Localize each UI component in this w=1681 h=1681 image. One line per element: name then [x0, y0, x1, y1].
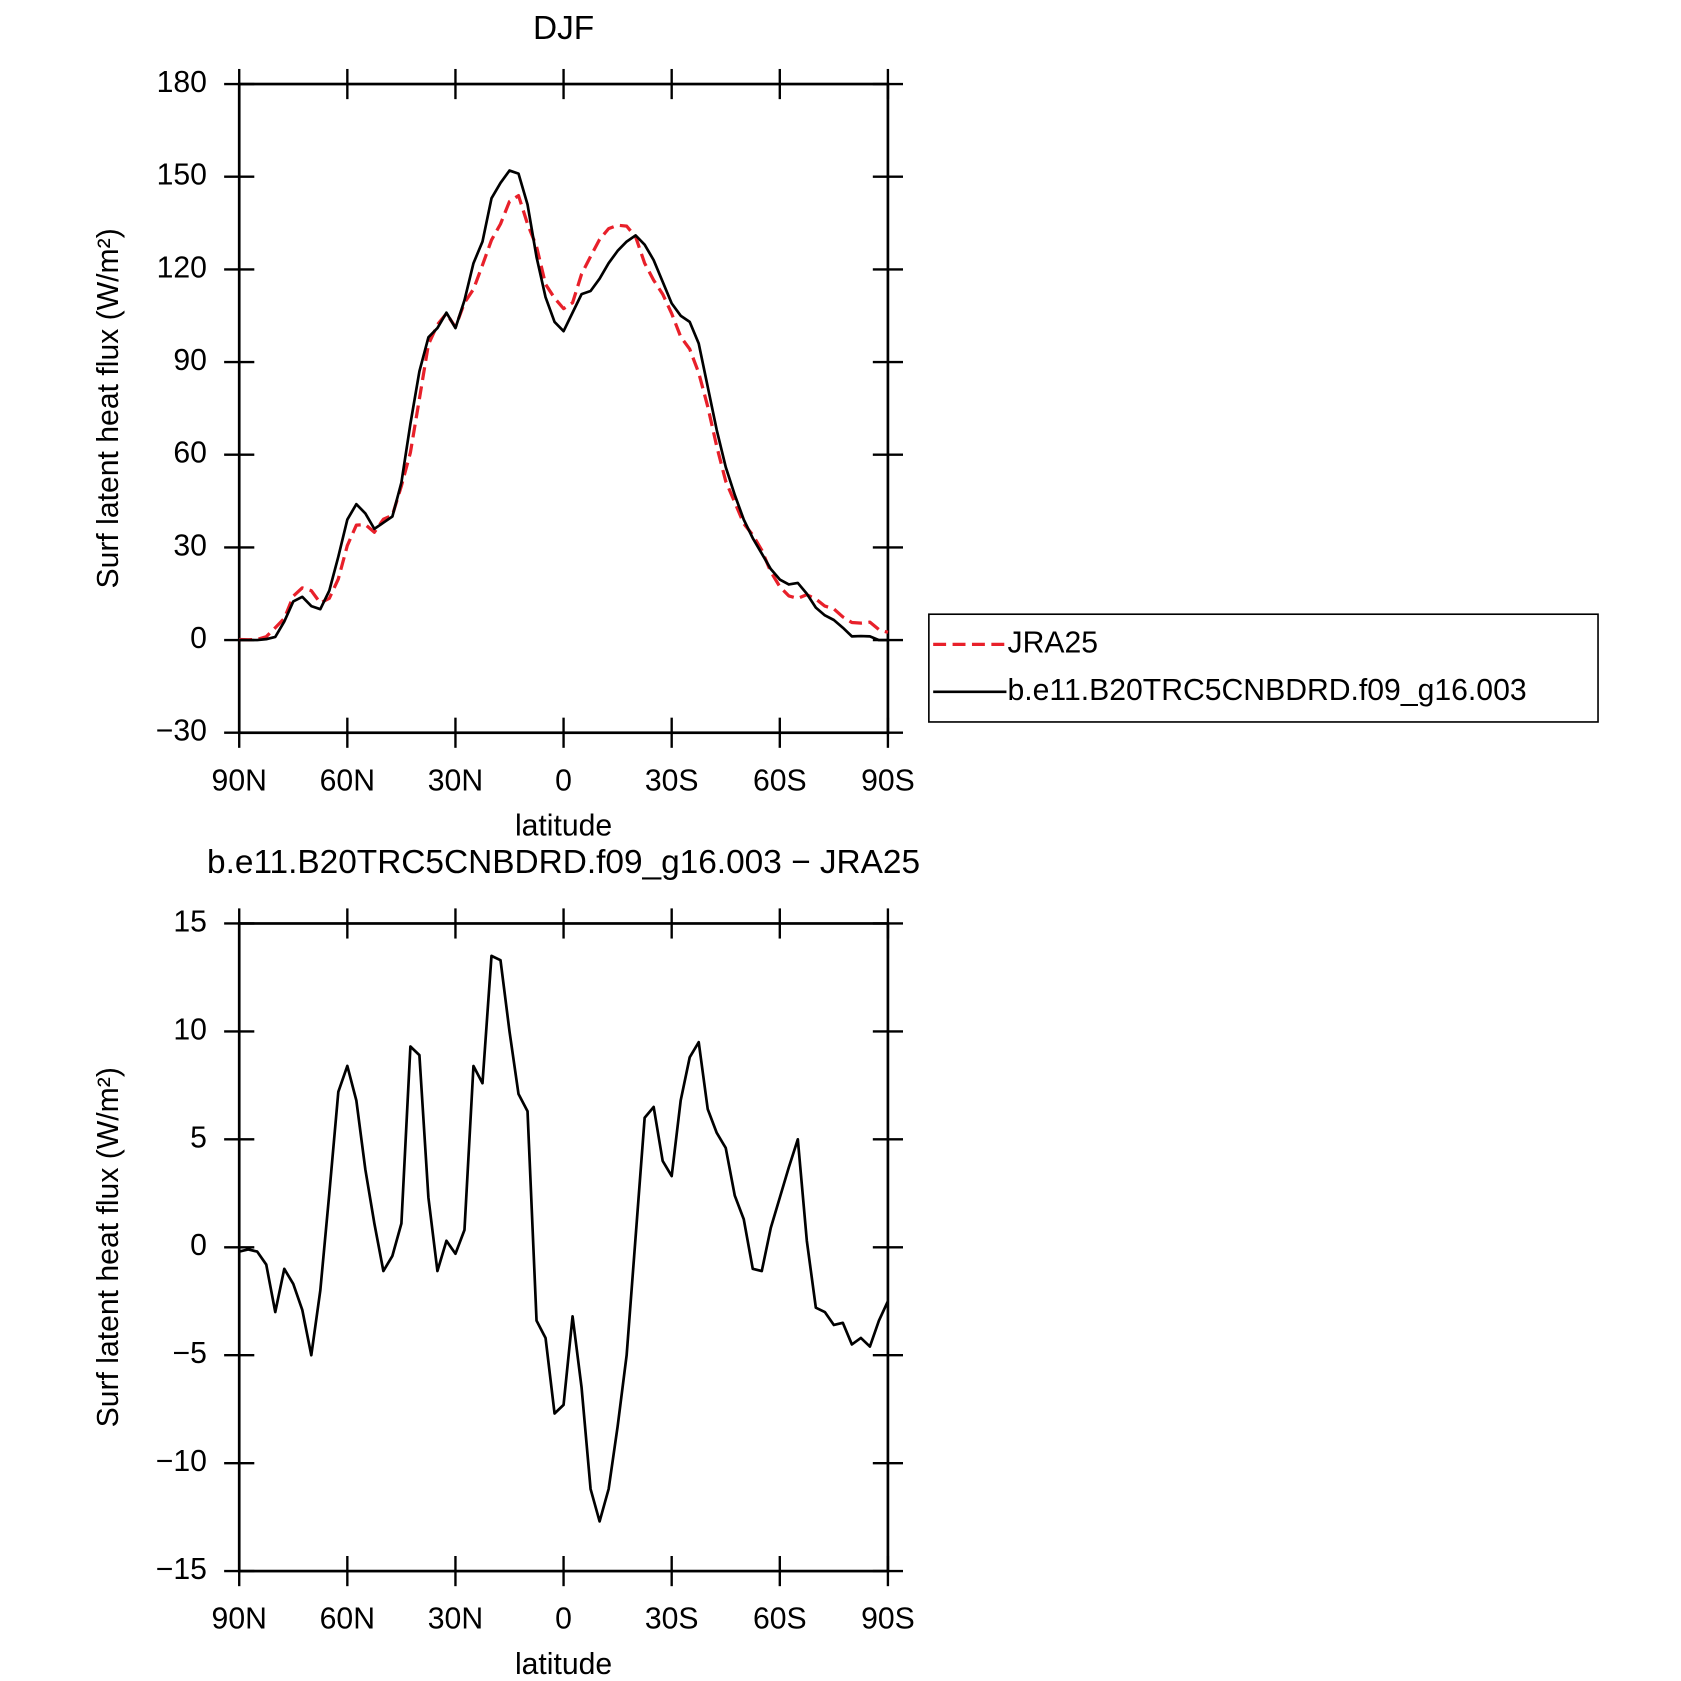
y-tick-label: 30 [173, 529, 207, 562]
legend-label: JRA25 [1008, 626, 1099, 659]
x-tick-label: 60N [320, 764, 375, 797]
y-tick-label: −5 [173, 1337, 207, 1370]
x-tick-label: 30S [645, 764, 699, 797]
y-tick-label: 0 [190, 1229, 207, 1262]
y-tick-label: 5 [190, 1121, 207, 1154]
plot-frame [237, 82, 890, 735]
y-axis-label: Surf latent heat flux (W/m²) [92, 1067, 125, 1427]
x-tick-label: 90S [861, 1603, 915, 1636]
y-tick-label: 180 [157, 66, 207, 99]
y-tick-label: −10 [156, 1445, 207, 1478]
y-tick-label: 150 [157, 159, 207, 192]
x-tick-label: 30S [645, 1603, 699, 1636]
x-tick-label: 0 [555, 1603, 572, 1636]
legend-label: b.e11.B20TRC5CNBDRD.f09_g16.003 [1008, 674, 1527, 707]
x-tick-label: 90N [212, 764, 267, 797]
x-tick-label: 0 [555, 764, 572, 797]
x-axis-label: latitude [515, 810, 612, 843]
data-line [239, 169, 888, 642]
y-tick-label: 15 [173, 905, 207, 938]
x-tick-label: 60S [753, 764, 807, 797]
x-tick-label: 30N [428, 764, 483, 797]
x-tick-label: 90N [212, 1603, 267, 1636]
y-tick-label: 120 [157, 251, 207, 284]
legend-box [928, 613, 1599, 723]
x-tick-label: 60N [320, 1603, 375, 1636]
y-tick-label: 0 [190, 622, 207, 655]
y-tick-label: −15 [156, 1553, 207, 1586]
data-line [238, 954, 890, 1523]
chart-title: DJF [533, 10, 594, 47]
x-tick-label: 60S [753, 1603, 807, 1636]
data-line [239, 193, 889, 642]
x-tick-label: 30N [428, 1603, 483, 1636]
y-tick-label: 90 [173, 344, 207, 377]
y-axis-label: Surf latent heat flux (W/m²) [92, 228, 125, 588]
y-tick-label: 10 [173, 1013, 207, 1046]
y-tick-label: −30 [156, 715, 207, 748]
x-tick-label: 90S [861, 764, 915, 797]
plot-frame [237, 922, 890, 1573]
x-axis-label: latitude [515, 1648, 612, 1681]
chart-title: b.e11.B20TRC5CNBDRD.f09_g16.003 − JRA25 [207, 844, 920, 881]
y-tick-label: 60 [173, 437, 207, 470]
